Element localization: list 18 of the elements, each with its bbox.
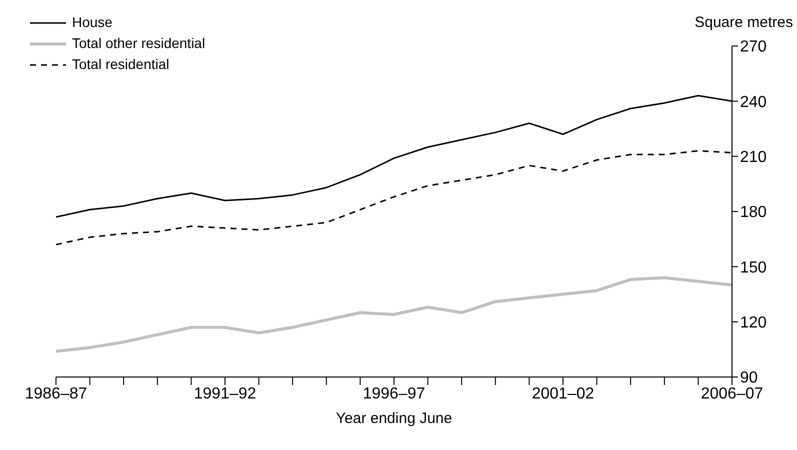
x-tick-label: 2001–02 [532,385,594,402]
legend-label: Total other residential [72,34,206,53]
y-tick-label: 150 [740,259,767,276]
y-tick-label: 240 [740,94,767,111]
x-tick-label: 1996–97 [362,385,426,402]
x-tick-label: 1991–92 [194,385,256,402]
x-tick-label: 2006–07 [700,385,764,402]
y-tick-label: 210 [740,149,767,166]
y-tick-label: 120 [740,314,767,332]
y-tick-label: 180 [740,204,767,222]
y-tick-label: 270 [740,38,767,56]
y-tick-label: 90 [740,370,758,387]
legend-label: Total residential [72,55,170,74]
y-axis-title: Square metres [694,14,793,31]
line-series [56,276,732,353]
x-axis-title: Year ending June [336,410,452,427]
legend-label: House [72,13,112,32]
x-tick-label: 1986–87 [24,385,88,402]
